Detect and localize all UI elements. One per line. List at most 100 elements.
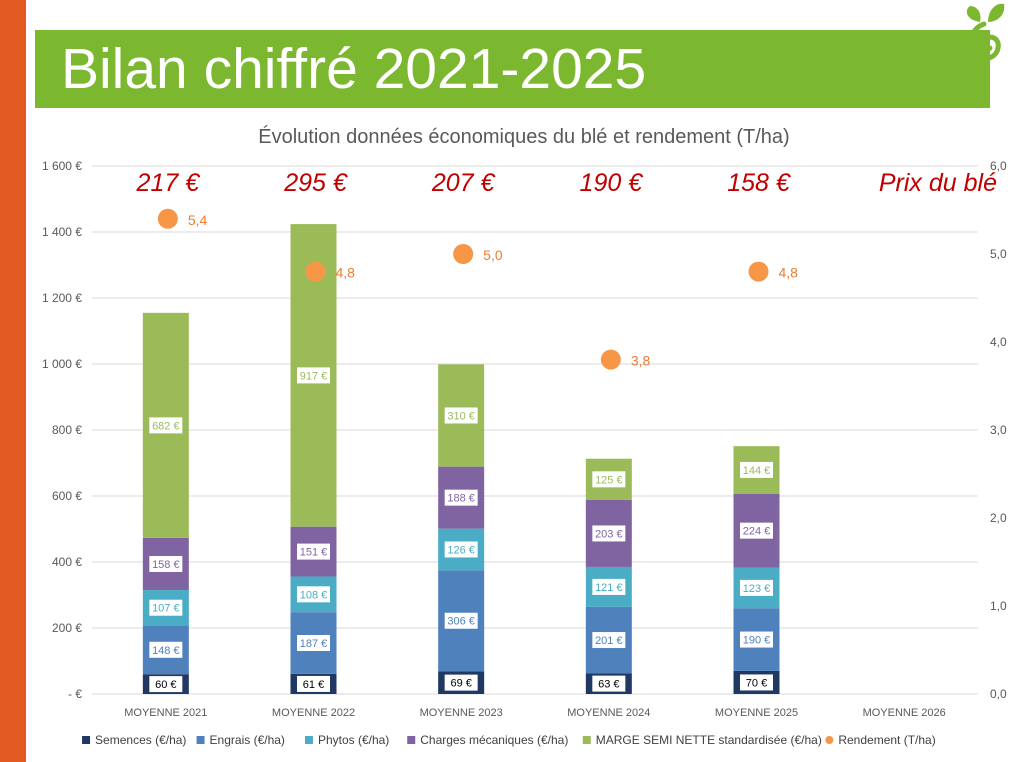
y-right-tick-label: 4,0 (990, 335, 1007, 349)
legend-swatch (582, 736, 591, 744)
x-category-label: MOYENNE 2021 (124, 707, 207, 719)
y-left-tick-label: 1 400 € (42, 225, 82, 239)
x-category-label: MOYENNE 2025 (715, 707, 798, 719)
data-label: 682 € (152, 420, 180, 432)
y-right-tick-label: 2,0 (990, 511, 1007, 525)
y-right-tick-label: 0,0 (990, 687, 1007, 701)
y-right-tick-label: 5,0 (990, 247, 1007, 261)
y-left-tick-label: 1 200 € (42, 291, 82, 305)
data-label: 917 € (300, 370, 328, 382)
data-label-box (739, 578, 774, 597)
data-label-box (296, 542, 331, 561)
data-label-box (296, 585, 331, 604)
legend-swatch (407, 736, 416, 744)
data-label-box (739, 630, 774, 649)
data-label-box (148, 598, 184, 617)
price-annotation: 190 € (580, 169, 644, 197)
data-label: 151 € (300, 547, 328, 559)
y-left-tick-label: 800 € (52, 423, 82, 437)
left-accent-bar (0, 0, 26, 762)
labels-layer: 60 € 148 € 107 € 158 € 682 € 61 € 187 € 108 € 15… (148, 366, 774, 694)
rendement-point (748, 261, 769, 282)
y-left-tick-label: 600 € (52, 489, 82, 503)
data-label: 70 € (746, 677, 767, 689)
legend-label: MARGE SEMI NETTE standardisée (€/ha) (596, 733, 822, 747)
logo-spiral (968, 21, 1001, 61)
rendement-label: 4,8 (779, 265, 799, 281)
x-category-label: MOYENNE 2026 (863, 707, 946, 719)
price-layer: 217 € 295 € 207 € 190 € 158 € Prix du blé (136, 169, 997, 197)
legend-label: Charges mécaniques (€/ha) (420, 733, 568, 747)
data-label: 158 € (152, 559, 180, 571)
data-label-box (739, 673, 774, 692)
data-label: 63 € (598, 679, 619, 691)
data-label-box (591, 524, 627, 543)
data-label-box (296, 674, 331, 693)
data-label: 201 € (595, 635, 623, 647)
price-annotation: 295 € (283, 169, 348, 197)
rendement-label: 5,4 (188, 212, 208, 228)
axis-layer: - € 200 € 400 € 600 € 800 € 1 000 € 1 200 € 1 4… (42, 159, 1007, 719)
data-label: 60 € (155, 679, 176, 691)
data-label-box (443, 611, 479, 630)
data-label: 203 € (595, 528, 623, 540)
data-label-box (443, 673, 479, 692)
logo-leaf-left (966, 6, 981, 22)
y-right-tick-label: 6,0 (990, 159, 1007, 173)
y-left-tick-label: - € (68, 687, 82, 701)
slide-title: Bilan chiffré 2021-2025 (61, 37, 647, 101)
data-label-box (591, 470, 627, 489)
data-label-box (148, 554, 184, 573)
data-label-box (443, 488, 479, 507)
rendement-point (453, 244, 474, 264)
price-annotation: 217 € (136, 169, 201, 197)
rendement-label: 3,8 (631, 353, 651, 369)
y-left-tick-label: 1 600 € (42, 159, 82, 173)
logo-leaf-right (988, 3, 1005, 22)
rendement-point (305, 261, 326, 282)
data-label: 123 € (743, 583, 771, 595)
chart-title: Évolution données économiques du blé et … (258, 125, 789, 148)
rendement-label: 4,8 (336, 265, 356, 281)
rendement-point (600, 349, 621, 370)
legend-swatch (196, 736, 205, 744)
data-label-box (443, 406, 479, 425)
title-band: Bilan chiffré 2021-2025 (35, 30, 990, 108)
rendement-point (157, 208, 178, 229)
data-label-box (591, 631, 627, 650)
sprout-logo-icon (966, 3, 1005, 61)
price-header: Prix du blé (879, 169, 997, 197)
y-left-tick-label: 200 € (52, 621, 82, 635)
legend-label: Phytos (€/ha) (318, 733, 389, 747)
legend-swatch (82, 736, 91, 744)
data-label-box (443, 540, 479, 559)
data-label: 306 € (447, 616, 475, 628)
data-label: 121 € (595, 582, 623, 594)
data-label-box (296, 634, 331, 653)
data-label: 224 € (743, 526, 771, 538)
data-label: 69 € (450, 678, 471, 690)
data-label: 108 € (300, 589, 328, 601)
x-category-label: MOYENNE 2022 (272, 707, 355, 719)
y-left-tick-label: 400 € (52, 555, 82, 569)
data-label-box (591, 577, 627, 596)
rendement-label: 5,0 (483, 247, 503, 263)
data-label: 310 € (447, 410, 475, 422)
legend-swatch (825, 736, 834, 744)
data-label: 126 € (447, 544, 475, 556)
legend-swatch (304, 736, 313, 744)
x-category-label: MOYENNE 2023 (420, 707, 503, 719)
price-annotation: 158 € (727, 169, 791, 197)
data-label: 188 € (447, 493, 475, 505)
y-right-tick-label: 1,0 (990, 599, 1007, 613)
points-layer: 5,4 4,8 5,0 3,8 4,8 (157, 208, 799, 370)
grid-layer (92, 165, 978, 695)
y-right-tick-label: 3,0 (990, 423, 1007, 437)
data-label: 107 € (152, 603, 180, 615)
data-label: 61 € (303, 679, 324, 691)
data-label: 190 € (743, 635, 771, 647)
legend-label: Rendement (T/ha) (838, 733, 935, 747)
data-label: 125 € (595, 474, 623, 486)
data-label: 148 € (152, 645, 180, 657)
